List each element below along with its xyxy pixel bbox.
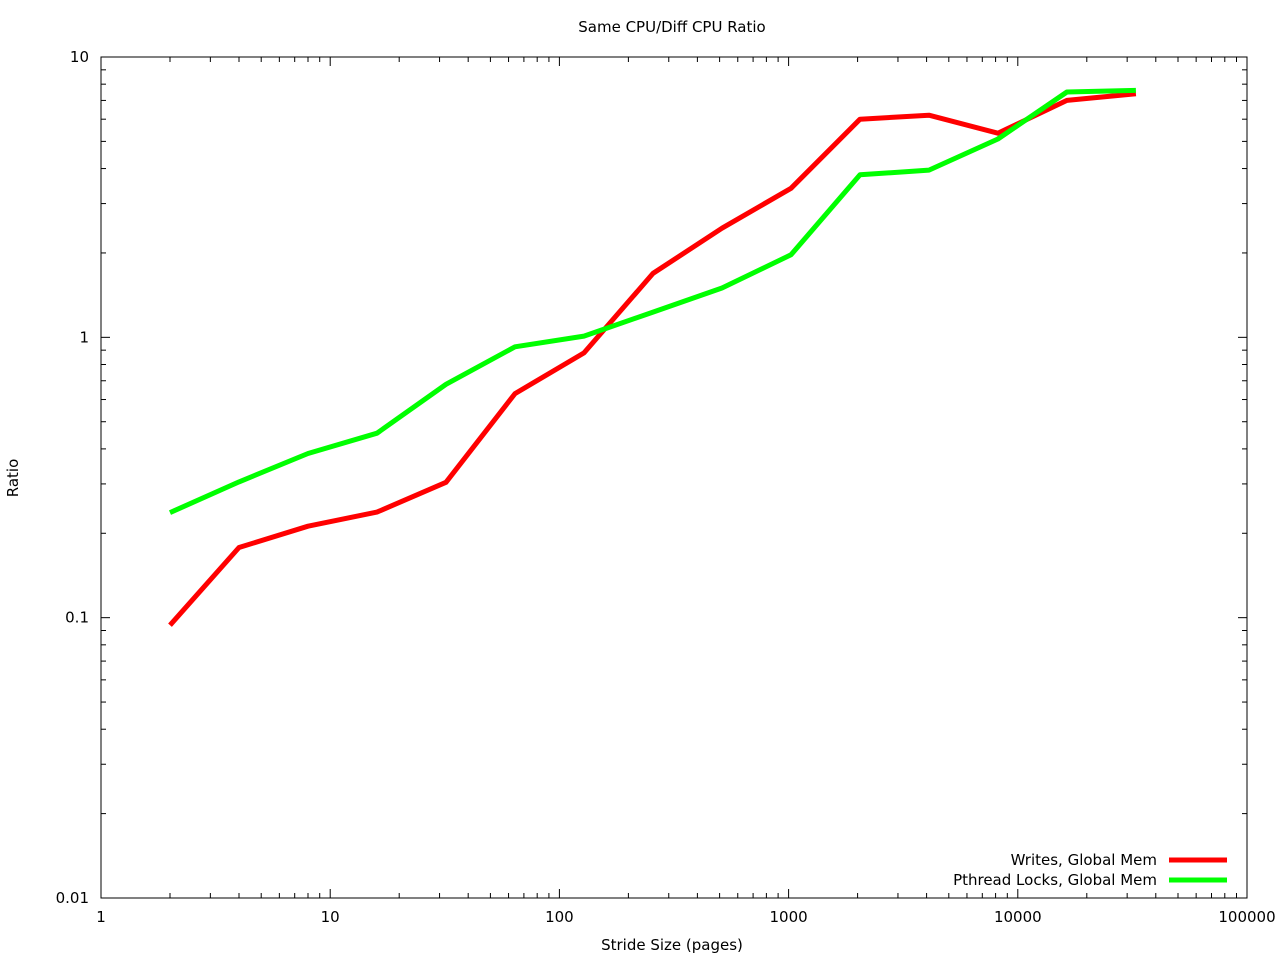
x-tick-label: 1000 (770, 908, 808, 926)
chart-title: Same CPU/Diff CPU Ratio (578, 18, 765, 36)
x-axis-label: Stride Size (pages) (601, 936, 743, 954)
plot-frame (100, 56, 1248, 899)
x-tick-label: 100000 (1218, 908, 1275, 926)
x-tick-label: 10000 (994, 908, 1042, 926)
y-tick-label: 1 (79, 328, 89, 346)
legend-label: Pthread Locks, Global Mem (953, 871, 1157, 889)
x-tick-label: 10 (321, 908, 340, 926)
x-tick-label: 100 (545, 908, 574, 926)
series-line-1 (168, 91, 1137, 627)
x-tick-label: 1 (96, 908, 106, 926)
y-tick-label: 0.01 (56, 889, 89, 907)
y-axis-label: Ratio (4, 459, 22, 498)
legend-label: Writes, Global Mem (1011, 851, 1157, 869)
y-tick-label: 0.1 (65, 609, 89, 627)
series-line-2 (168, 87, 1136, 515)
y-tick-label: 10 (70, 48, 89, 66)
